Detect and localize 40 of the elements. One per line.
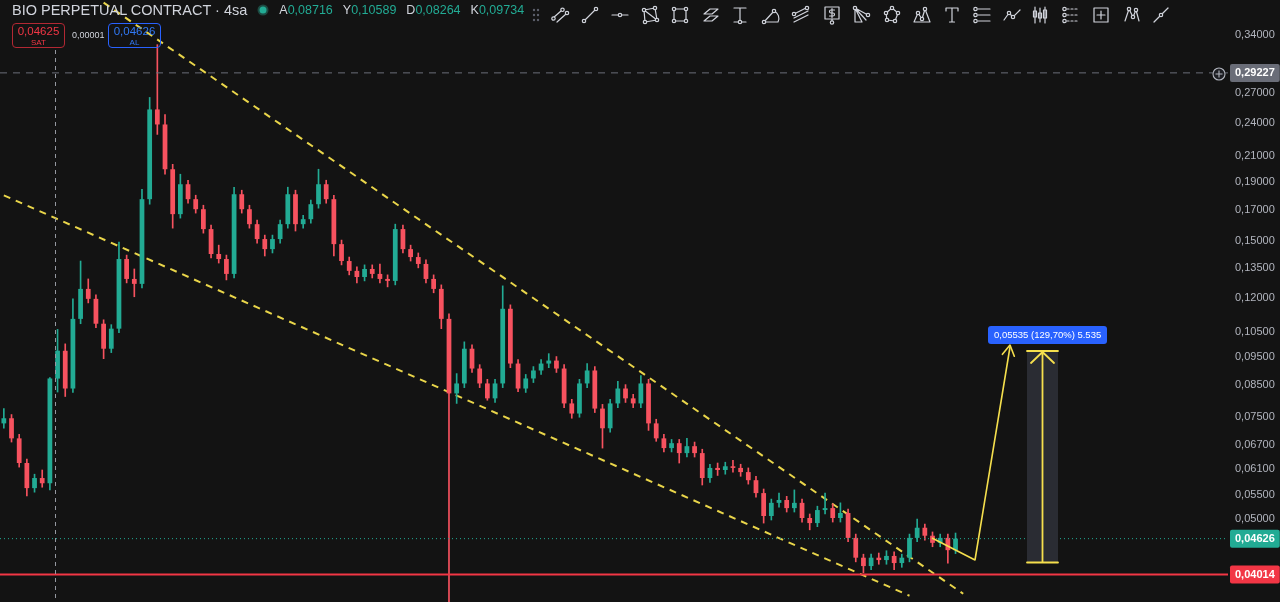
y-tick-label: 0,21000 [1235,149,1275,162]
annotation: 0,00001 [72,30,105,40]
sell-button: 0,04625 SAT [12,23,65,48]
candlestick [730,459,736,473]
y-tick-label: 0,08500 [1235,377,1275,390]
y-tick-label: 0,24000 [1235,115,1275,128]
ref-line-label: 0,04014 [1235,568,1276,581]
y-tick-label: 0,07500 [1235,409,1275,422]
annotation: SAT [30,37,47,47]
candlestick [776,492,782,508]
candlestick [876,552,882,565]
y-tick-label: 0,05000 [1235,512,1275,525]
y-tick-label: 0,06700 [1235,438,1275,451]
range-label: 0,05535 (129,70%) 5.535 [988,326,1108,344]
annotation: K0,09734 [470,3,525,17]
annotation: 0,04625 [16,25,61,38]
buy-button: 0,04626 AL [108,23,161,48]
annotation: 0,04626 [112,25,157,38]
ref-line-label: 0,29227 [1235,66,1275,79]
annotation: A0,08716 [279,3,333,17]
candlestick [131,268,137,298]
y-tick-label: 0,17000 [1235,202,1275,215]
y-tick-label: 0,05500 [1235,487,1275,500]
y-tick-label: 0,12000 [1235,290,1275,303]
y-tick-label: 0,13500 [1235,261,1275,274]
y-tick-label: 0,27000 [1235,85,1275,98]
y-tick-label: 0,10500 [1235,324,1275,337]
candlestick [546,353,552,369]
y-tick-label: 0,19000 [1235,174,1275,187]
y-tick-label: 0,09500 [1235,349,1275,362]
ref-line-label: 0,04626 [1235,532,1275,545]
annotation: Y0,10589 [342,3,397,17]
y-tick-label: 0,15000 [1235,234,1275,247]
chart-title: BIO PERPETUAL CONTRACT · 4sa [12,2,248,18]
annotation: 0,05535 (129,70%) 5.535 [994,329,1102,340]
annotation: AL [128,37,141,47]
candlestick [1,408,7,429]
y-tick-label: 0,34000 [1235,27,1275,40]
y-tick-label: 0,06100 [1235,461,1275,474]
annotation: D0,08264 [406,3,461,17]
